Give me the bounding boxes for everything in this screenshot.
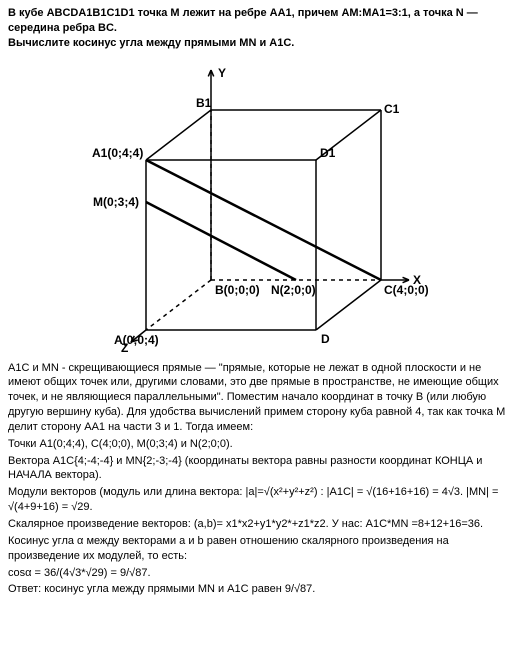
solution-p2: Точки A1(0;4;4), C(4;0;0), M(0;3;4) и N(…: [8, 437, 513, 452]
solution-p7: cosα = 36/(4√3*√29) = 9/√87.: [8, 566, 513, 581]
solution-text: A1C и MN - скрещивающиеся прямые — "прям…: [8, 361, 513, 598]
solution-p4: Модули векторов (модуль или длина вектор…: [8, 485, 513, 515]
svg-text:B1: B1: [196, 96, 212, 110]
problem-line1: В кубе ABCDA1B1C1D1 точка M лежит на реб…: [8, 6, 513, 36]
solution-p5: Скалярное произведение векторов: (a,b)= …: [8, 517, 513, 532]
svg-text:A1(0;4;4): A1(0;4;4): [92, 146, 143, 160]
svg-text:C(4;0;0): C(4;0;0): [384, 283, 429, 297]
cube-diagram: YXZB(0;0;0)C(4;0;0)B1C1A(0;0;4)DA1(0;4;4…: [91, 55, 431, 355]
solution-p1: A1C и MN - скрещивающиеся прямые — "прям…: [8, 361, 513, 435]
problem-line2: Вычислите косинус угла между прямыми MN …: [8, 36, 513, 51]
solution-p8: Ответ: косинус угла между прямыми MN и A…: [8, 582, 513, 597]
svg-text:Y: Y: [218, 66, 226, 80]
svg-text:D1: D1: [320, 146, 336, 160]
svg-text:M(0;3;4): M(0;3;4): [93, 195, 139, 209]
solution-p3: Вектора A1C{4;-4;-4} и MN{2;-3;-4} (коор…: [8, 454, 513, 484]
problem-statement: В кубе ABCDA1B1C1D1 точка M лежит на реб…: [8, 6, 513, 51]
solution-p6: Косинус угла α между векторами a и b рав…: [8, 534, 513, 564]
svg-text:B(0;0;0): B(0;0;0): [215, 283, 260, 297]
svg-text:N(2;0;0): N(2;0;0): [271, 283, 316, 297]
svg-text:A(0;0;4): A(0;0;4): [114, 333, 159, 347]
svg-text:D: D: [321, 332, 330, 346]
svg-text:C1: C1: [384, 102, 400, 116]
diagram-container: YXZB(0;0;0)C(4;0;0)B1C1A(0;0;4)DA1(0;4;4…: [8, 55, 513, 355]
